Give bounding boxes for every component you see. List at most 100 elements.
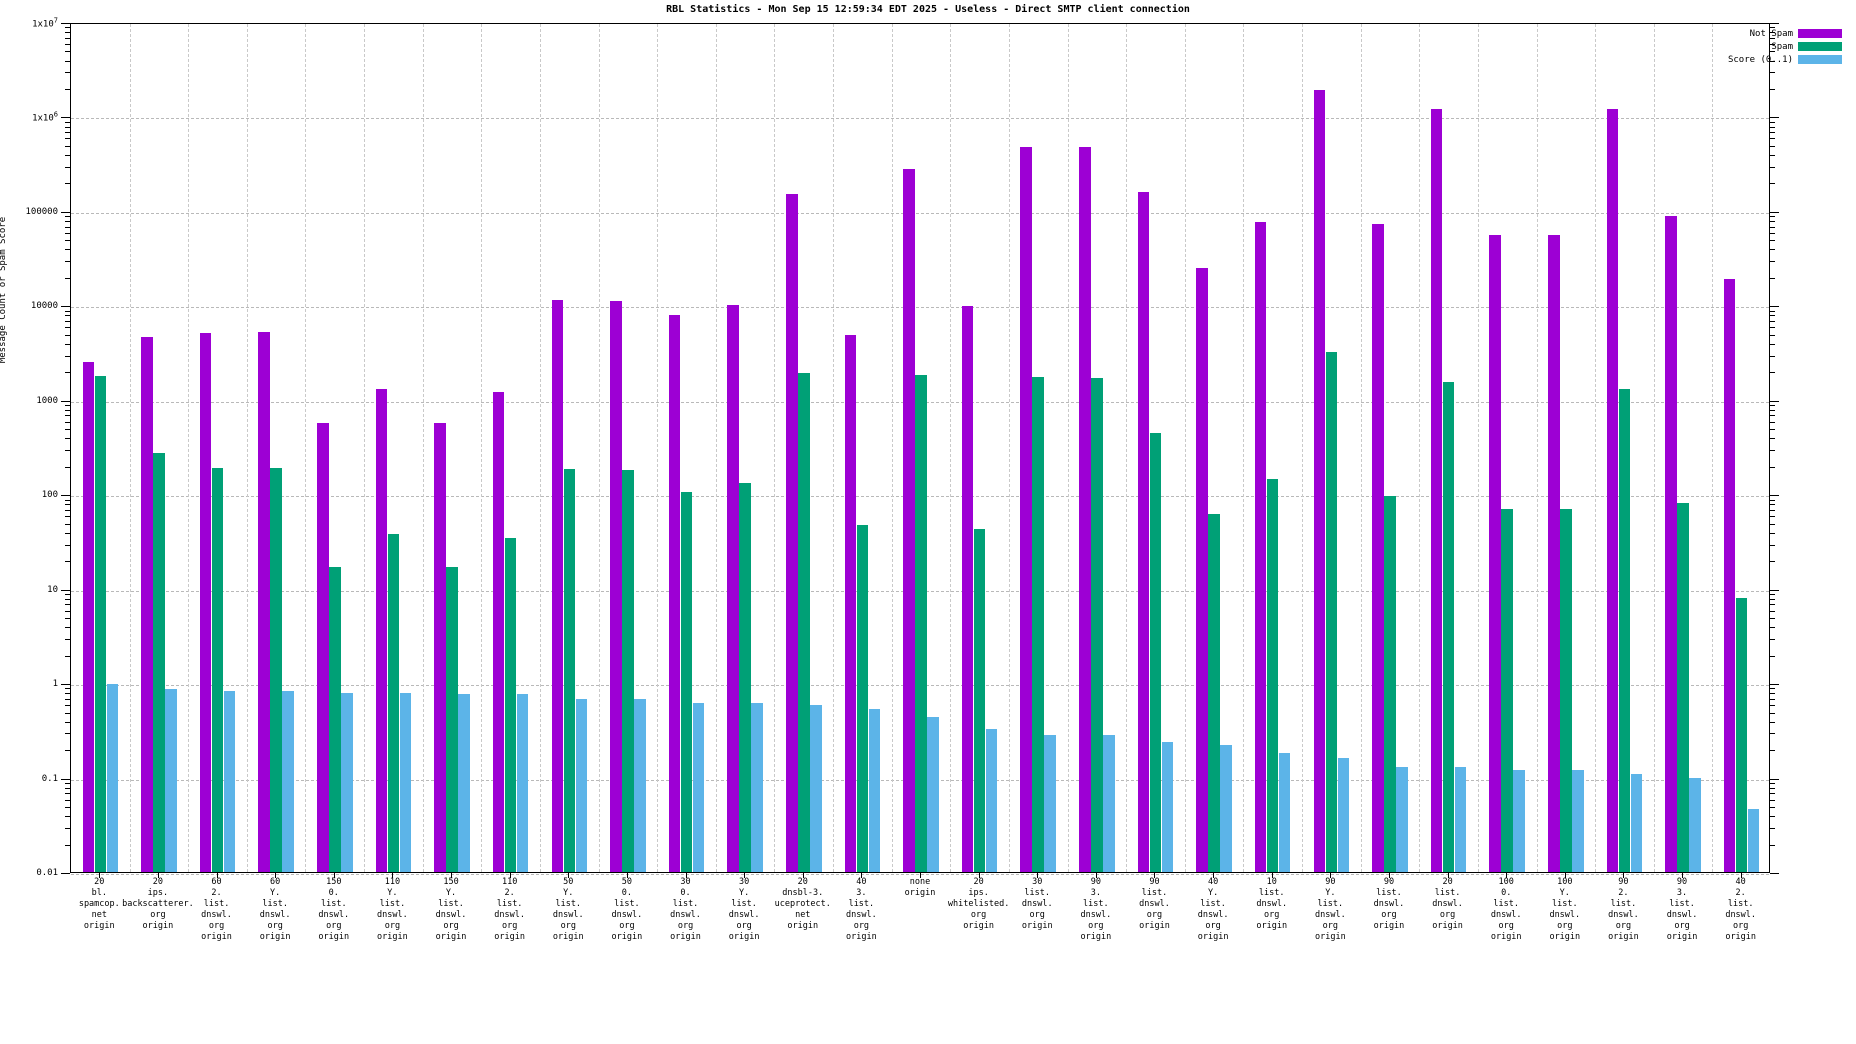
bar-not-spam[interactable] xyxy=(551,299,564,872)
bar-spam[interactable] xyxy=(94,375,107,872)
bar-not-spam[interactable] xyxy=(1254,222,1267,872)
bar-score[interactable] xyxy=(1689,778,1701,872)
bar-not-spam[interactable] xyxy=(610,301,622,872)
bar-spam[interactable] xyxy=(504,538,517,872)
bar-score[interactable] xyxy=(692,702,705,872)
bar-not-spam[interactable] xyxy=(1665,216,1677,872)
bar-not-spam[interactable] xyxy=(1723,279,1736,872)
bar-score[interactable] xyxy=(1572,770,1584,872)
bar-spam[interactable] xyxy=(622,470,634,872)
bar-not-spam[interactable] xyxy=(82,362,95,872)
bar-spam[interactable] xyxy=(563,469,576,872)
bar-score[interactable] xyxy=(106,683,119,872)
bar-not-spam[interactable] xyxy=(434,422,446,872)
bar-not-spam[interactable] xyxy=(903,168,915,872)
bar-not-spam[interactable] xyxy=(1137,191,1150,872)
bar-not-spam[interactable] xyxy=(1020,146,1032,872)
bar-not-spam[interactable] xyxy=(668,314,681,872)
bar-not-spam[interactable] xyxy=(1548,235,1560,872)
x-tick-label: 40 2. list. dnswl. org origin xyxy=(1725,877,1757,942)
bar-not-spam[interactable] xyxy=(1489,234,1501,872)
bar-score[interactable] xyxy=(341,692,353,872)
bar-spam[interactable] xyxy=(153,453,165,872)
bar-spam[interactable] xyxy=(1149,432,1162,872)
bar-score[interactable] xyxy=(575,698,588,872)
bar-score[interactable] xyxy=(1630,773,1643,872)
x-tick-label: 90 3. list. dnswl. org origin xyxy=(1666,877,1698,942)
bar-spam[interactable] xyxy=(1266,478,1279,872)
bar-spam[interactable] xyxy=(1091,378,1103,872)
y-minor-tick xyxy=(65,712,70,714)
bar-score[interactable] xyxy=(1337,758,1350,872)
y-minor-tick xyxy=(65,27,70,29)
bar-spam[interactable] xyxy=(798,373,810,872)
y-minor-tick xyxy=(65,655,70,657)
bar-not-spam[interactable] xyxy=(375,389,388,872)
bar-score[interactable] xyxy=(165,688,177,872)
bar-score[interactable] xyxy=(1396,766,1408,872)
bar-score[interactable] xyxy=(399,693,412,872)
y-minor-tick xyxy=(65,593,70,595)
bar-score[interactable] xyxy=(1103,735,1115,872)
y-minor-tick-right xyxy=(1770,415,1775,417)
bar-not-spam[interactable] xyxy=(1079,146,1091,872)
bar-spam[interactable] xyxy=(1560,508,1572,872)
bar-not-spam[interactable] xyxy=(961,306,974,872)
bar-not-spam[interactable] xyxy=(1313,90,1326,872)
bar-not-spam[interactable] xyxy=(492,392,505,872)
bar-spam[interactable] xyxy=(270,467,282,872)
legend-entry-1: Spam xyxy=(1682,40,1842,53)
bar-not-spam[interactable] xyxy=(258,332,270,872)
bar-score[interactable] xyxy=(985,728,998,872)
bar-not-spam[interactable] xyxy=(1606,108,1619,872)
bar-not-spam[interactable] xyxy=(141,337,153,872)
bar-score[interactable] xyxy=(1513,770,1525,872)
bar-spam[interactable] xyxy=(739,483,751,872)
bar-spam[interactable] xyxy=(1677,503,1689,872)
bar-score[interactable] xyxy=(1454,766,1467,872)
y-minor-tick-right xyxy=(1770,126,1775,128)
bar-spam[interactable] xyxy=(1384,496,1396,872)
bar-spam[interactable] xyxy=(446,566,458,872)
bar-score[interactable] xyxy=(458,693,470,872)
bar-score[interactable] xyxy=(751,703,763,872)
bar-spam[interactable] xyxy=(1325,352,1338,872)
bar-not-spam[interactable] xyxy=(786,194,798,872)
bar-score[interactable] xyxy=(1747,809,1760,872)
bar-spam[interactable] xyxy=(1618,389,1631,872)
bar-not-spam[interactable] xyxy=(317,422,329,872)
bar-spam[interactable] xyxy=(211,467,224,872)
y-tick-right xyxy=(1770,778,1779,780)
bar-score[interactable] xyxy=(868,709,881,872)
bar-not-spam[interactable] xyxy=(199,332,212,872)
x-gridline xyxy=(1067,24,1069,872)
bar-spam[interactable] xyxy=(1208,513,1220,872)
bar-spam[interactable] xyxy=(1032,376,1044,872)
bar-score[interactable] xyxy=(516,693,529,872)
bar-spam[interactable] xyxy=(680,492,693,872)
x-tick-label: 150 0. list. dnswl. org origin xyxy=(318,877,350,942)
bar-spam[interactable] xyxy=(387,533,400,872)
bar-not-spam[interactable] xyxy=(1372,224,1384,872)
bar-spam[interactable] xyxy=(1735,597,1748,872)
bar-spam[interactable] xyxy=(973,528,986,872)
bar-spam[interactable] xyxy=(915,374,927,872)
bar-score[interactable] xyxy=(810,704,822,872)
bar-score[interactable] xyxy=(1220,745,1232,872)
bar-not-spam[interactable] xyxy=(727,304,739,872)
bar-spam[interactable] xyxy=(1442,381,1455,872)
bar-not-spam[interactable] xyxy=(1430,108,1443,872)
bar-score[interactable] xyxy=(1161,741,1174,872)
bar-spam[interactable] xyxy=(329,566,341,872)
bar-score[interactable] xyxy=(282,691,294,872)
bar-spam[interactable] xyxy=(1501,508,1513,872)
bar-not-spam[interactable] xyxy=(844,334,857,872)
bar-spam[interactable] xyxy=(856,525,869,872)
bar-not-spam[interactable] xyxy=(1196,267,1208,872)
bar-score[interactable] xyxy=(634,698,646,872)
bar-score[interactable] xyxy=(1278,753,1291,872)
y-tick-label: 0.1 xyxy=(41,773,58,784)
bar-score[interactable] xyxy=(927,716,939,872)
bar-score[interactable] xyxy=(223,690,236,872)
bar-score[interactable] xyxy=(1044,735,1056,872)
